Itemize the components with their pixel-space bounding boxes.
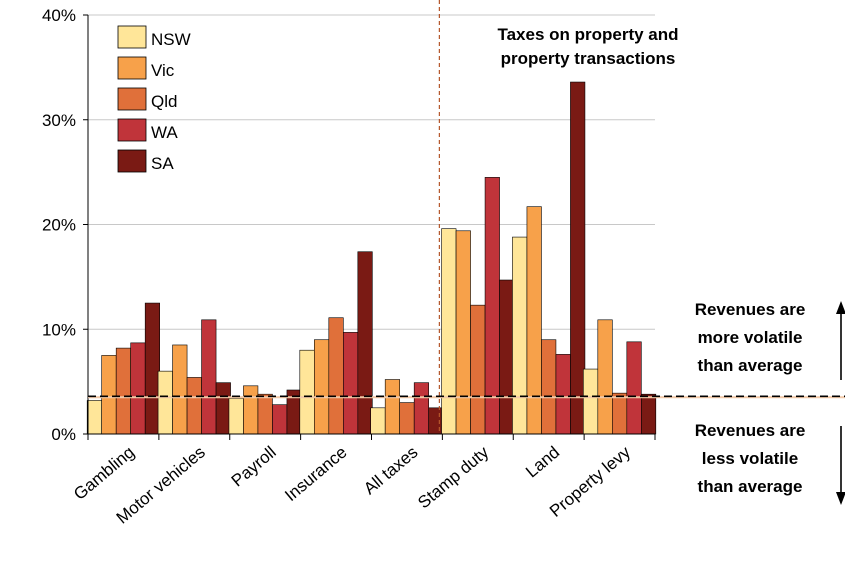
legend-label-sa: SA xyxy=(151,154,174,173)
x-category-label: Payroll xyxy=(228,443,280,491)
bar-wa-land xyxy=(555,354,571,435)
bar-sa-gambling xyxy=(144,302,160,435)
legend-label-qld: Qld xyxy=(151,92,177,111)
bar-qld-gambling xyxy=(115,347,131,435)
x-category-label: Insurance xyxy=(281,443,350,506)
legend-swatch-nsw xyxy=(117,25,147,49)
bar-qld-motor-vehicles xyxy=(186,377,202,435)
x-category-label: Stamp duty xyxy=(414,442,492,512)
y-tick-label: 0% xyxy=(51,425,76,444)
bar-nsw-property-levy xyxy=(583,368,599,435)
bar-vic-payroll xyxy=(243,385,259,435)
y-tick-label: 30% xyxy=(42,111,76,130)
bar-qld-all-taxes xyxy=(399,402,415,435)
bar-qld-insurance xyxy=(328,317,344,435)
axes xyxy=(87,0,845,440)
more-volatile-label: than average xyxy=(698,356,803,375)
bar-nsw-insurance xyxy=(299,349,315,435)
x-category-label: Gambling xyxy=(70,443,138,504)
bar-sa-all-taxes xyxy=(428,407,444,435)
bar-sa-motor-vehicles xyxy=(215,382,231,435)
x-category-label: All taxes xyxy=(360,443,421,499)
legend-label-nsw: NSW xyxy=(151,30,191,49)
down-arrow-head-icon xyxy=(836,492,845,505)
bar-vic-insurance xyxy=(314,339,330,435)
bar-vic-motor-vehicles xyxy=(172,344,188,435)
y-tick-label: 20% xyxy=(42,216,76,235)
bar-vic-all-taxes xyxy=(384,379,400,435)
legend: NSW Vic Qld WA SA xyxy=(117,25,191,173)
bar-sa-land xyxy=(570,81,586,435)
y-tick-label: 10% xyxy=(42,320,76,339)
y-tick-label: 40% xyxy=(42,6,76,25)
y-axis-ticks: 0% 10% 20% 30% 40% xyxy=(42,6,88,444)
bars xyxy=(86,81,657,435)
more-volatile-label: more volatile xyxy=(698,328,803,347)
more-volatile-label: Revenues are xyxy=(695,300,806,319)
bar-wa-all-taxes xyxy=(413,382,429,435)
bar-wa-property-levy xyxy=(626,341,642,435)
legend-swatch-vic xyxy=(117,56,147,80)
property-taxes-title: Taxes on property and xyxy=(497,25,678,44)
bar-qld-land xyxy=(541,339,557,435)
less-volatile-label: less volatile xyxy=(702,449,798,468)
bar-sa-insurance xyxy=(357,251,373,435)
bar-sa-property-levy xyxy=(641,393,657,435)
bar-nsw-gambling xyxy=(86,400,102,435)
legend-swatch-sa xyxy=(117,149,147,173)
bar-wa-insurance xyxy=(343,332,359,435)
bar-wa-gambling xyxy=(130,342,146,435)
annotations: Taxes on property and property transactio… xyxy=(497,25,845,505)
less-volatile-label: than average xyxy=(698,477,803,496)
bar-qld-payroll xyxy=(257,393,273,435)
legend-label-wa: WA xyxy=(151,123,178,142)
legend-swatch-qld xyxy=(117,87,147,111)
property-taxes-title: property transactions xyxy=(501,49,676,68)
bar-sa-stamp-duty xyxy=(499,279,515,435)
bar-nsw-stamp-duty xyxy=(441,228,457,435)
up-arrow-head-icon xyxy=(836,301,845,314)
bar-qld-stamp-duty xyxy=(470,304,486,435)
x-category-label: Land xyxy=(522,443,563,482)
bar-nsw-all-taxes xyxy=(370,407,386,435)
legend-label-vic: Vic xyxy=(151,61,175,80)
bar-nsw-payroll xyxy=(228,398,244,435)
less-volatile-label: Revenues are xyxy=(695,421,806,440)
bar-vic-gambling xyxy=(101,355,117,435)
bar-vic-land xyxy=(526,206,542,435)
legend-swatch-wa xyxy=(117,118,147,142)
bar-nsw-motor-vehicles xyxy=(157,370,173,435)
bar-vic-stamp-duty xyxy=(455,230,471,435)
bar-qld-property-levy xyxy=(612,392,628,435)
bar-wa-payroll xyxy=(272,404,288,435)
bar-vic-property-levy xyxy=(597,319,613,435)
bar-nsw-land xyxy=(512,236,528,435)
bar-wa-motor-vehicles xyxy=(201,319,217,435)
